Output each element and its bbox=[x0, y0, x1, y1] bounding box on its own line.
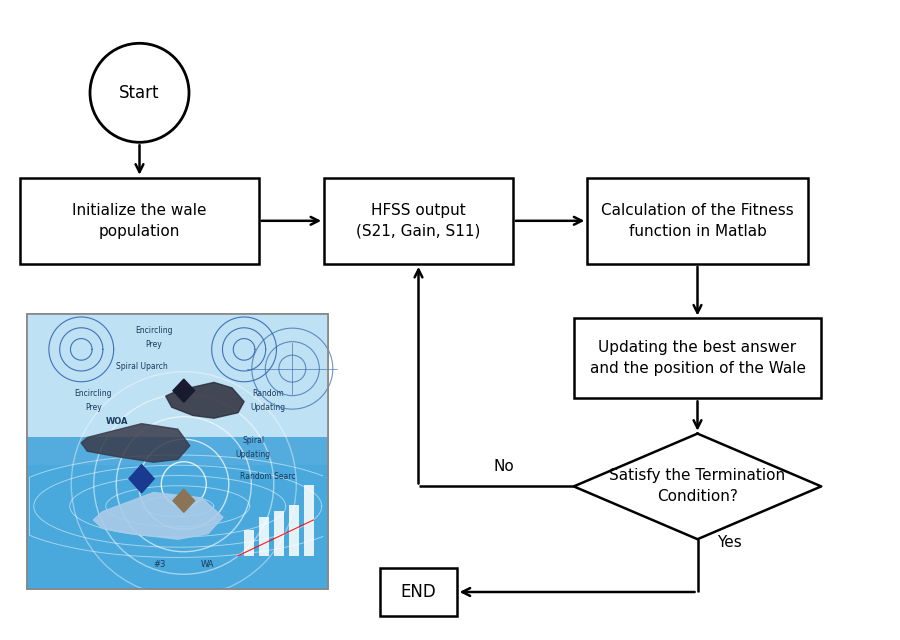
Text: No: No bbox=[493, 459, 515, 474]
Polygon shape bbox=[166, 382, 244, 418]
Text: Spiral Uparch: Spiral Uparch bbox=[116, 362, 167, 371]
Text: END: END bbox=[400, 583, 436, 601]
Polygon shape bbox=[173, 379, 194, 402]
Bar bbox=[588, 177, 808, 264]
Bar bbox=[274, 511, 284, 556]
Text: Updating: Updating bbox=[250, 403, 286, 412]
Text: Calculation of the Fitness
function in Matlab: Calculation of the Fitness function in M… bbox=[601, 203, 794, 239]
Bar bbox=[259, 517, 269, 556]
Text: #3: #3 bbox=[154, 560, 166, 569]
Bar bbox=[27, 314, 328, 589]
Text: WOA: WOA bbox=[106, 417, 129, 426]
Text: Encircling: Encircling bbox=[135, 326, 173, 335]
Bar bbox=[20, 177, 259, 264]
Bar bbox=[27, 314, 328, 589]
Bar bbox=[289, 504, 299, 556]
Text: WA: WA bbox=[202, 560, 215, 569]
Text: Updating: Updating bbox=[236, 450, 271, 459]
Bar bbox=[381, 568, 457, 616]
Text: Start: Start bbox=[119, 84, 160, 102]
Text: Spiral: Spiral bbox=[242, 436, 265, 445]
Bar bbox=[27, 438, 328, 589]
Polygon shape bbox=[129, 465, 154, 493]
Text: Prey: Prey bbox=[145, 340, 162, 349]
Text: Random Searc: Random Searc bbox=[240, 472, 296, 481]
Text: Random: Random bbox=[252, 389, 284, 398]
Bar bbox=[304, 485, 314, 556]
Bar bbox=[27, 314, 328, 465]
Text: Encircling: Encircling bbox=[75, 389, 112, 398]
Text: Initialize the wale
population: Initialize the wale population bbox=[72, 203, 207, 239]
Text: Satisfy the Termination
Condition?: Satisfy the Termination Condition? bbox=[609, 468, 786, 504]
Text: Updating the best answer
and the position of the Wale: Updating the best answer and the positio… bbox=[590, 340, 806, 376]
Polygon shape bbox=[173, 489, 194, 512]
Bar bbox=[324, 177, 513, 264]
Text: Yes: Yes bbox=[716, 536, 742, 550]
Bar bbox=[574, 319, 821, 398]
Bar bbox=[244, 530, 254, 556]
Polygon shape bbox=[94, 493, 223, 540]
Text: HFSS output
(S21, Gain, S11): HFSS output (S21, Gain, S11) bbox=[356, 203, 481, 239]
Polygon shape bbox=[81, 424, 190, 462]
Text: Prey: Prey bbox=[85, 403, 102, 412]
